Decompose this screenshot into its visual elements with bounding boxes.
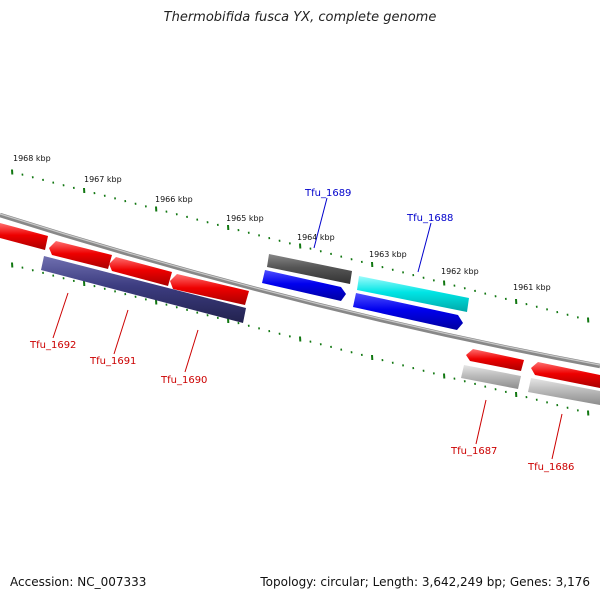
ruler-label: 1964 kbp	[297, 233, 335, 242]
leader-line	[417, 222, 432, 273]
gene-leaders	[52, 197, 563, 460]
gene-label-tfu1692[interactable]: Tfu_1692	[29, 340, 76, 351]
leader-line	[113, 309, 129, 355]
gene-label-tfu1690[interactable]: Tfu_1690	[160, 375, 207, 386]
ruler-label: 1965 kbp	[226, 214, 264, 223]
leader-line	[313, 197, 328, 249]
ruler-label: 1962 kbp	[441, 267, 479, 276]
forward-track	[262, 254, 469, 330]
map-title: Thermobifida fusca YX, complete genome	[163, 10, 437, 25]
gene-label-tfu1689[interactable]: Tfu_1689	[304, 188, 351, 199]
gene-feature-tfu1692-cds[interactable]	[49, 241, 112, 269]
accession-text: Accession: NC_007333	[10, 575, 147, 589]
gene-label-tfu1686[interactable]: Tfu_1686	[527, 462, 574, 473]
gene-feature-tfu1691-cds[interactable]	[109, 257, 172, 286]
gene-feature-tfu1689-gene[interactable]	[267, 254, 352, 284]
gene-feature-tfu1693-cds[interactable]	[0, 223, 48, 250]
leader-line	[184, 329, 199, 373]
genome-backbone	[0, 212, 600, 369]
leader-line	[475, 399, 487, 445]
gene-feature-tfu1687-gene[interactable]	[461, 365, 521, 389]
gene-feature-tfu1687-cds[interactable]	[466, 349, 524, 371]
gene-labels: Tfu_1692 Tfu_1691 Tfu_1690 Tfu_1689 Tfu_…	[29, 188, 574, 473]
ruler-label: 1966 kbp	[155, 195, 193, 204]
ruler-label: 1963 kbp	[369, 250, 407, 259]
ruler-label: 1961 kbp	[513, 283, 551, 292]
gene-feature-tfu1690-cds[interactable]	[170, 274, 249, 305]
reverse-track	[0, 223, 600, 405]
ruler-label: 1968 kbp	[13, 154, 51, 163]
ruler-label: 1967 kbp	[84, 175, 122, 184]
gene-feature-tfu1688-cds[interactable]	[353, 293, 463, 330]
genome-summary-text: Topology: circular; Length: 3,642,249 bp…	[260, 575, 590, 589]
gene-feature-tfu1686-cds[interactable]	[531, 362, 600, 388]
gene-label-tfu1688[interactable]: Tfu_1688	[406, 213, 453, 224]
gene-feature-tfu1686-gene[interactable]	[528, 378, 600, 405]
gene-feature-tfu1688-gene[interactable]	[357, 276, 469, 312]
ruler-ticks-outer	[11, 169, 590, 323]
gene-label-tfu1687[interactable]: Tfu_1687	[450, 446, 497, 457]
ruler-labels: 1968 kbp 1967 kbp 1966 kbp 1965 kbp 1964…	[13, 154, 551, 292]
gene-label-tfu1691[interactable]: Tfu_1691	[89, 356, 136, 367]
gene-feature-tfu1689-cds[interactable]	[262, 270, 346, 301]
leader-line	[52, 292, 69, 339]
genome-backbone-highlight	[0, 213, 600, 366]
leader-line	[551, 413, 563, 460]
ruler-ticks-inner	[11, 262, 590, 416]
operon-feature-purple[interactable]	[41, 256, 246, 323]
